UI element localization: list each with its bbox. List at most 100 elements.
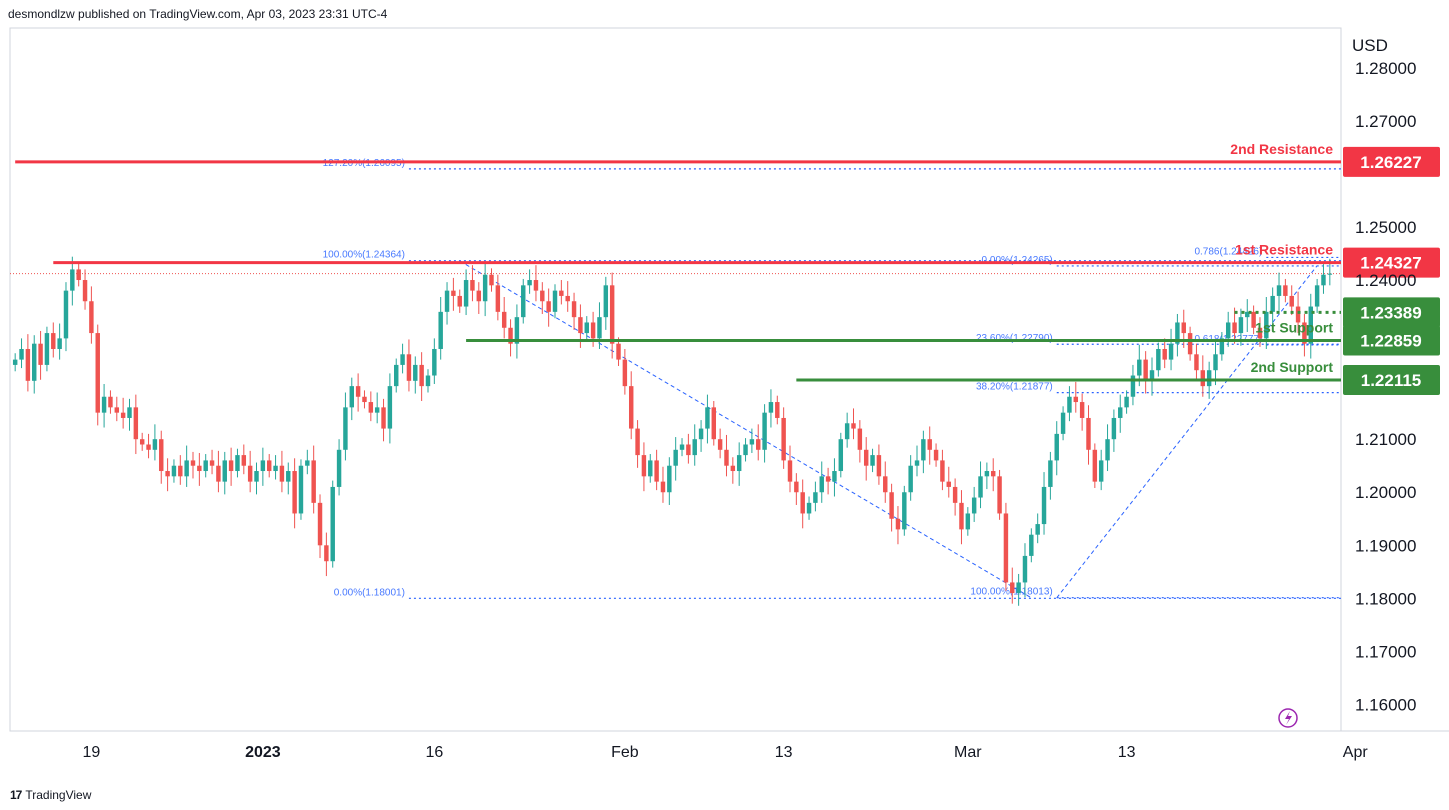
price-tag-bg bbox=[1343, 365, 1440, 396]
price-tag[interactable]: 1.24327 bbox=[1343, 247, 1440, 278]
candle-body bbox=[559, 290, 564, 296]
candle-body bbox=[851, 423, 856, 429]
candle bbox=[482, 261, 488, 317]
candle-body bbox=[451, 290, 456, 296]
candle-body bbox=[89, 301, 94, 334]
candle-body bbox=[362, 396, 367, 403]
fib-label: 127.20%(1.26095) bbox=[323, 158, 405, 169]
candle-body bbox=[762, 412, 767, 450]
level-name: 2nd Resistance bbox=[1230, 141, 1333, 157]
candle-body bbox=[908, 465, 913, 493]
candle bbox=[971, 486, 977, 522]
candle-body bbox=[997, 476, 1002, 514]
candle bbox=[1245, 299, 1250, 333]
candle-body bbox=[521, 285, 526, 318]
candle-body bbox=[476, 290, 482, 302]
candle-body bbox=[419, 364, 424, 387]
footer-brand-text: TradingView bbox=[25, 788, 92, 802]
candle-body bbox=[298, 465, 304, 514]
candle bbox=[51, 322, 56, 358]
candle bbox=[1029, 528, 1034, 563]
candle bbox=[425, 369, 431, 393]
time-tick-label: Mar bbox=[954, 744, 982, 761]
candle-body bbox=[813, 492, 818, 503]
candle-body bbox=[38, 343, 43, 365]
candle-body bbox=[959, 502, 964, 530]
candle-body bbox=[711, 407, 717, 440]
candle bbox=[159, 430, 164, 484]
candle bbox=[222, 451, 227, 495]
candle-body bbox=[819, 476, 824, 493]
candle-body bbox=[482, 274, 488, 302]
candle bbox=[1251, 305, 1256, 335]
price-tag[interactable]: 1.26227 bbox=[1343, 146, 1440, 177]
price-axis[interactable]: 1.28000 1.27000 1.25000 1.24000 1.21000 1.200… bbox=[1355, 59, 1416, 715]
candle bbox=[514, 304, 520, 359]
candle-body bbox=[425, 375, 431, 387]
price-tag[interactable]: 1.22115 bbox=[1343, 365, 1440, 396]
time-tick-label: 19 bbox=[82, 744, 100, 761]
candle bbox=[476, 282, 482, 314]
time-axis[interactable]: 19 2023 16 Feb 13 Mar 13 Apr bbox=[82, 744, 1368, 761]
candle-body bbox=[768, 402, 774, 413]
candle-body bbox=[463, 280, 469, 307]
candle bbox=[228, 447, 234, 486]
candle-body bbox=[1016, 582, 1021, 594]
candle bbox=[762, 404, 767, 463]
time-tick-label: 13 bbox=[775, 744, 793, 761]
candle-body bbox=[1079, 402, 1085, 418]
candle bbox=[863, 437, 869, 481]
candle bbox=[311, 445, 316, 514]
fib-label: 23.60%(1.22790) bbox=[976, 333, 1053, 344]
footer-brand[interactable]: 17 TradingView bbox=[10, 788, 91, 802]
publisher-header: desmondlzw published on TradingView.com,… bbox=[8, 7, 388, 21]
candle bbox=[184, 445, 189, 487]
candle bbox=[413, 356, 418, 394]
candle bbox=[1283, 278, 1288, 303]
candle bbox=[1156, 342, 1161, 377]
candle bbox=[330, 480, 335, 568]
candle-body bbox=[120, 412, 126, 418]
candle bbox=[133, 394, 139, 455]
candle bbox=[44, 326, 50, 372]
price-tag[interactable]: 1.22859 bbox=[1343, 325, 1440, 356]
candle-body bbox=[292, 471, 297, 514]
candle bbox=[38, 330, 43, 380]
candle bbox=[914, 445, 920, 477]
tradingview-logo-icon: 17 bbox=[10, 788, 22, 802]
candle bbox=[95, 324, 100, 426]
candle bbox=[1143, 351, 1148, 394]
candle-body bbox=[1156, 348, 1161, 371]
candle-body bbox=[1302, 322, 1307, 344]
candle bbox=[1314, 278, 1320, 313]
candle-body bbox=[736, 455, 742, 472]
candle bbox=[76, 263, 81, 287]
candle-body bbox=[622, 359, 628, 387]
candle bbox=[336, 439, 342, 496]
lightning-icon[interactable] bbox=[1278, 708, 1298, 728]
candle-body bbox=[609, 285, 615, 344]
candle-body bbox=[44, 333, 50, 365]
candle-body bbox=[1130, 375, 1136, 397]
candle bbox=[463, 269, 469, 316]
candle bbox=[609, 272, 615, 359]
price-tag[interactable]: 1.23389 bbox=[1343, 297, 1440, 328]
price-tag-text: 1.24327 bbox=[1360, 254, 1421, 273]
candle-body bbox=[641, 455, 647, 477]
time-tick-label: Feb bbox=[611, 744, 639, 761]
price-tick-label: 1.18000 bbox=[1355, 589, 1416, 608]
candle bbox=[692, 424, 697, 466]
candle bbox=[432, 338, 437, 385]
candle-body bbox=[114, 407, 120, 413]
candle-body bbox=[946, 481, 951, 487]
candle bbox=[19, 338, 24, 369]
candle-body bbox=[965, 513, 971, 530]
candle-body bbox=[203, 460, 208, 472]
candle bbox=[686, 433, 691, 464]
candle bbox=[844, 412, 850, 448]
candle bbox=[876, 444, 882, 485]
candle bbox=[451, 277, 456, 311]
candle-body bbox=[717, 439, 723, 450]
candle-body bbox=[730, 465, 736, 472]
